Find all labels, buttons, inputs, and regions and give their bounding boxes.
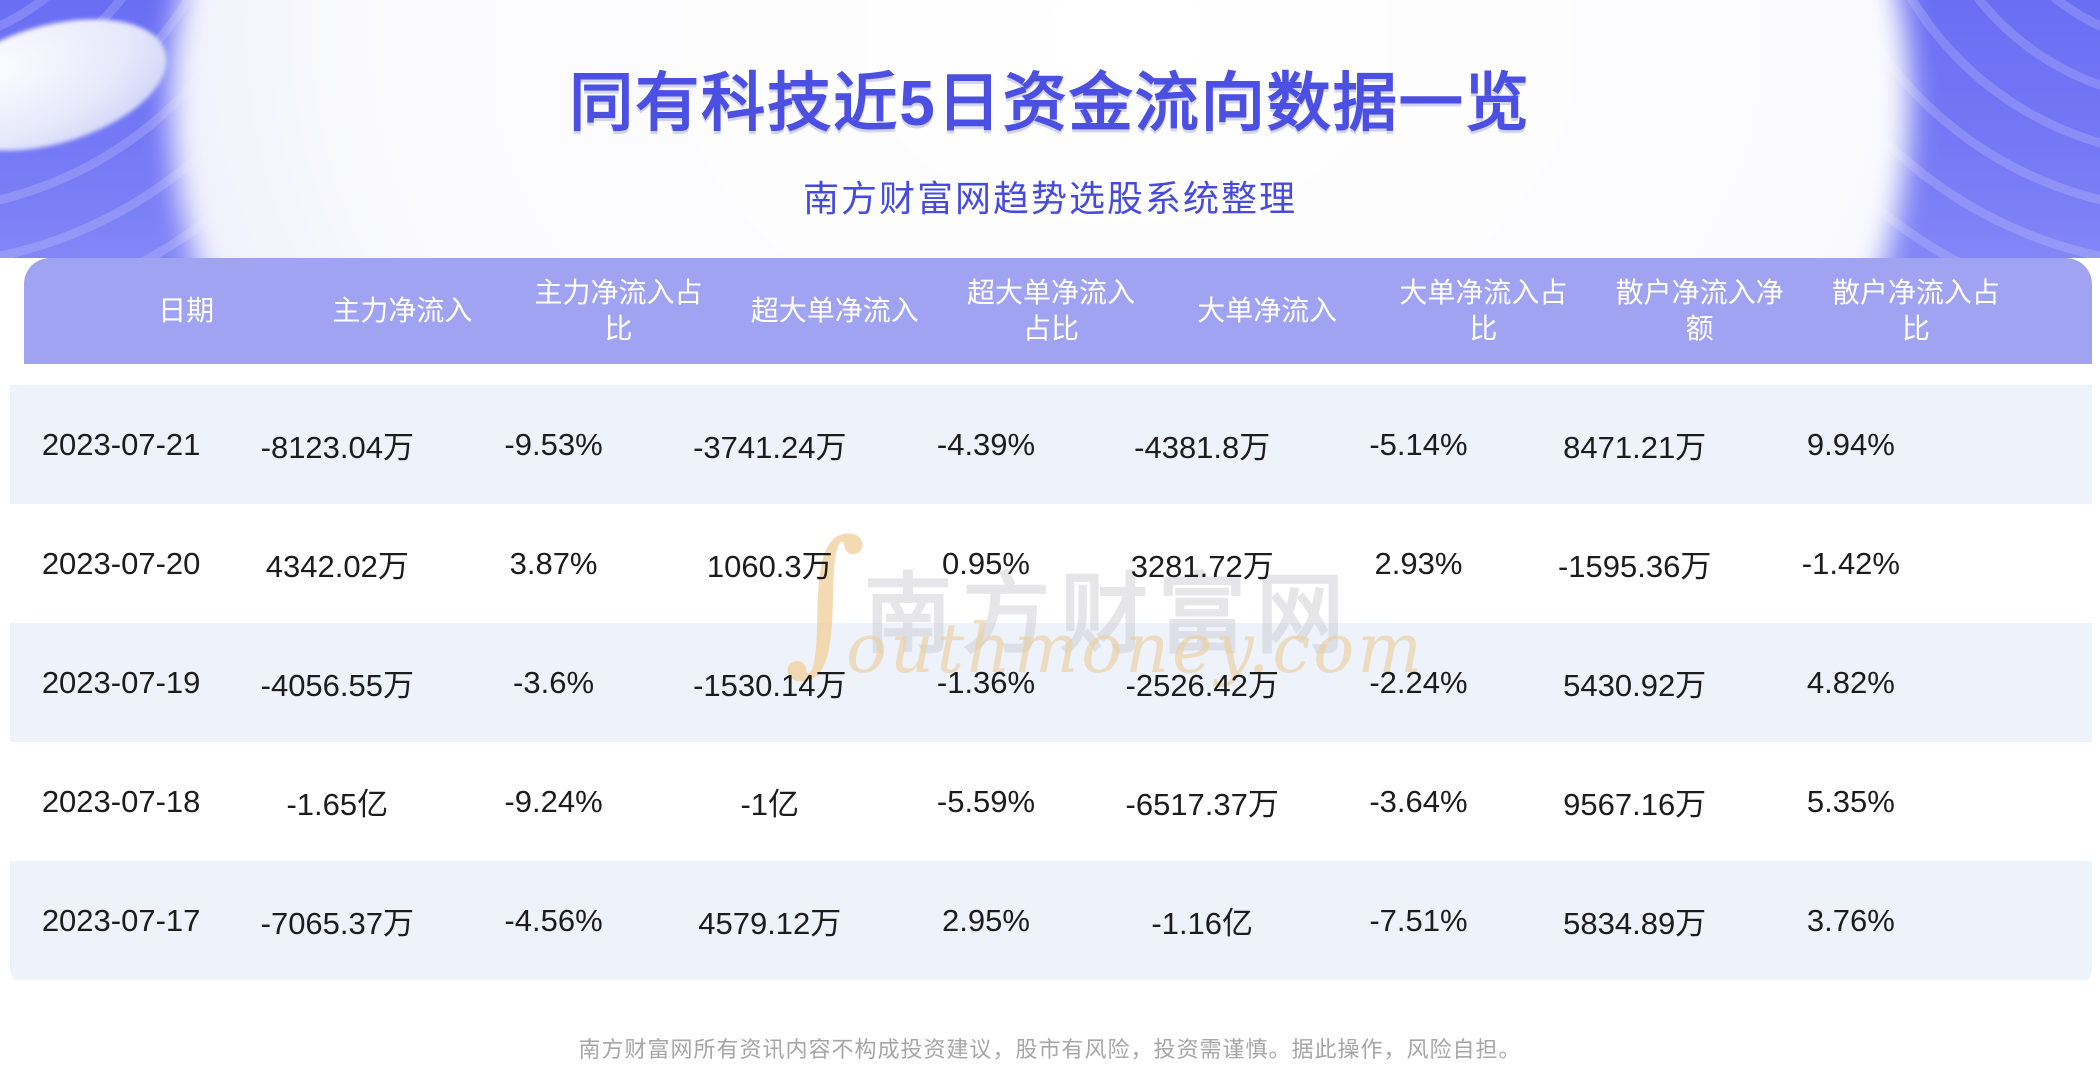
table-cell: 9567.16万: [1563, 787, 1707, 822]
table-cell: -4056.55万: [260, 668, 415, 703]
table-cell: -9.53%: [504, 426, 603, 462]
table-cell: -1.16亿: [1151, 906, 1254, 941]
table-cell: -7065.37万: [260, 906, 415, 941]
table-cell: -1.65亿: [286, 787, 389, 822]
table-row: 2023-07-19 -4056.55万 -3.6% -1530.14万 -1.36% -…: [10, 623, 2092, 742]
table-cell: -5.59%: [936, 783, 1036, 819]
fund-flow-table-section: 日期 主力净流入 主力净流入占比 超大单净流入 超大单净流入占比 大单净流入 大单净流入占比…: [0, 258, 2100, 992]
table-header-row: 日期 主力净流入 主力净流入占比 超大单净流入 超大单净流入占比 大单净流入 大单净流入占比…: [24, 258, 2092, 364]
table-row: 2023-07-18 -1.65亿 -9.24% -1亿 -5.59% -6517.37万…: [10, 742, 2092, 861]
table-cell: 3.76%: [1806, 902, 1895, 938]
table-cell: 2023-07-18: [41, 783, 201, 819]
table-cell: -5.14%: [1369, 426, 1468, 462]
table-cell: -4381.8万: [1134, 430, 1271, 465]
column-header: 大单净流入占比: [1399, 276, 1568, 344]
table-cell: 5430.92万: [1563, 668, 1707, 703]
table-cell: -1.42%: [1801, 545, 1900, 581]
banner: 同有科技近5日资金流向数据一览 南方财富网趋势选股系统整理: [0, 0, 2100, 258]
table-cell: 4342.02万: [265, 549, 409, 584]
column-header: 大单净流入: [1197, 294, 1338, 326]
table-cell: 3281.72万: [1130, 549, 1274, 584]
table-cell: 2023-07-21: [41, 426, 201, 462]
table-cell: -4.56%: [504, 902, 603, 938]
table-cell: 2.95%: [942, 902, 1030, 938]
table-cell: 5.35%: [1806, 783, 1895, 819]
column-header: 日期: [158, 294, 215, 326]
column-header: 散户净流入净额: [1615, 276, 1784, 344]
table-body: 2023-07-21 -8123.04万 -9.53% -3741.24万 -4.39%…: [10, 385, 2092, 980]
column-header: 主力净流入占比: [534, 276, 703, 344]
table-cell: 5834.89万: [1563, 906, 1707, 941]
table-cell: 0.95%: [942, 545, 1030, 581]
fund-flow-table-card: 日期 主力净流入 主力净流入占比 超大单净流入 超大单净流入占比 大单净流入 大单净流入占比…: [10, 258, 2092, 992]
table-cell: -3741.24万: [693, 430, 847, 465]
table-cell: -3.64%: [1369, 783, 1468, 819]
table-cell: 2023-07-19: [41, 664, 201, 700]
table-cell: -1.36%: [936, 664, 1036, 700]
table-cell: -8123.04万: [260, 430, 415, 465]
table-cell: 1060.3万: [706, 549, 833, 584]
table-cell: 4579.12万: [698, 906, 842, 941]
table-cell: 2.93%: [1374, 545, 1463, 581]
column-header: 超大单净流入: [750, 294, 919, 326]
table-cell: 8471.21万: [1563, 430, 1707, 465]
table-cell: -9.24%: [504, 783, 603, 819]
table-cell: 2023-07-17: [41, 902, 201, 938]
page-title: 同有科技近5日资金流向数据一览: [569, 67, 1531, 139]
table-cell: -1595.36万: [1557, 549, 1712, 584]
table-cell: -7.51%: [1369, 902, 1468, 938]
table-row: 2023-07-17 -7065.37万 -4.56% 4579.12万 2.95% -1…: [10, 861, 2092, 980]
table-cell: 9.94%: [1806, 426, 1895, 462]
table-cell: -3.6%: [513, 664, 595, 700]
table-cell: -1亿: [740, 787, 800, 822]
page-subtitle: 南方财富网趋势选股系统整理: [802, 178, 1297, 219]
column-header: 散户净流入占比: [1831, 276, 2000, 344]
table-cell: -6517.37万: [1125, 787, 1279, 822]
disclaimer-text: 南方财富网所有资讯内容不构成投资建议，股市有风险，投资需谨慎。据此操作，风险自担…: [578, 1037, 1522, 1062]
column-header: 超大单净流入占比: [966, 276, 1135, 344]
table-cell: -1530.14万: [693, 668, 847, 703]
table-cell: 2023-07-20: [41, 545, 201, 581]
column-header: 主力净流入: [332, 294, 473, 326]
table-row: 2023-07-20 4342.02万 3.87% 1060.3万 0.95% 3281.…: [10, 504, 2092, 623]
table-cell: -2.24%: [1369, 664, 1468, 700]
table-cell: 4.82%: [1806, 664, 1895, 700]
table-cell: -4.39%: [936, 426, 1036, 462]
table-row: 2023-07-21 -8123.04万 -9.53% -3741.24万 -4.39%…: [10, 385, 2092, 504]
banner-center-glow-decoration: [170, 0, 1910, 258]
table-cell: -2526.42万: [1125, 668, 1279, 703]
table-cell: 3.87%: [509, 545, 598, 581]
